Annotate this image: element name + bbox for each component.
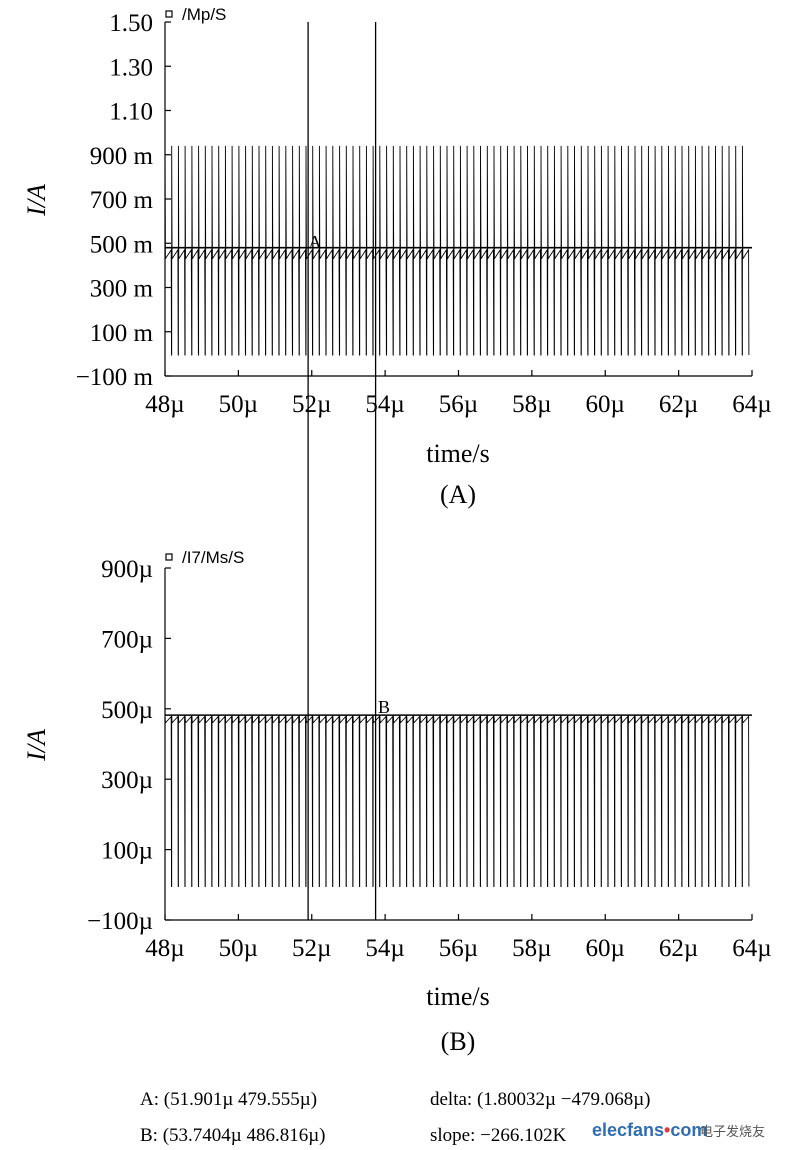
x-tick-label: 52µ	[292, 391, 331, 418]
cursor-layer	[307, 22, 377, 920]
y-tick-label: −100µ	[87, 908, 153, 935]
chart-panel-b: /I7/Ms/S I/A time/s (B) B −100µ 100µ 300µ 5…	[22, 548, 772, 1056]
caption-b: (B)	[441, 1027, 476, 1056]
x-tick-label: 64µ	[732, 391, 771, 418]
watermark-logo: elecfans•com 电子发烧友	[592, 1120, 765, 1140]
signal-swatch-a	[165, 10, 173, 18]
signal-label-a: /Mp/S	[182, 5, 226, 24]
y-tick-label: 300µ	[101, 767, 153, 794]
x-tick-label: 62µ	[659, 391, 698, 418]
y-tick-label: 1.30	[109, 54, 153, 81]
readout-delta: delta: (1.80032µ −479.068µ)	[430, 1089, 650, 1110]
x-tick-label: 60µ	[586, 391, 625, 418]
caption-a: (A)	[440, 480, 476, 509]
y-tick-label: 100 m	[90, 320, 154, 347]
readout-b: B: (53.7404µ 486.816µ)	[140, 1125, 326, 1146]
cursor-readout: A: (51.901µ 479.555µ) B: (53.7404µ 486.8…	[140, 1089, 650, 1146]
x-tick-label: 64µ	[732, 935, 771, 962]
x-axis-label-a: time/s	[426, 439, 490, 468]
y-tick-label: 100µ	[101, 838, 153, 865]
watermark-cn: 电子发烧友	[700, 1124, 765, 1140]
x-tick-label: 58µ	[512, 391, 551, 418]
x-tick-label: 56µ	[439, 935, 478, 962]
y-axis-label-a: I/A	[22, 184, 51, 217]
watermark-com: com	[670, 1120, 707, 1140]
x-tick-label: 50µ	[219, 391, 258, 418]
x-tick-label: 62µ	[659, 935, 698, 962]
watermark-brand: elecfans	[592, 1120, 664, 1140]
x-tick-label: 58µ	[512, 935, 551, 962]
y-tick-label: 1.50	[109, 10, 153, 37]
readout-a: A: (51.901µ 479.555µ)	[140, 1089, 317, 1110]
y-tick-label: 900µ	[101, 556, 153, 583]
y-tick-label: 700 m	[90, 187, 154, 214]
waveform-series	[164, 145, 750, 356]
y-axis-label-b: I/A	[22, 729, 51, 762]
svg-text:elecfans•com: elecfans•com	[592, 1120, 707, 1140]
x-tick-label: 56µ	[439, 391, 478, 418]
y-tick-label: 1.10	[109, 99, 153, 126]
x-tick-label: 48µ	[145, 935, 184, 962]
y-tick-label: 500 m	[90, 231, 154, 258]
x-tick-label: 48µ	[145, 391, 184, 418]
waveform-series	[164, 715, 750, 888]
y-tick-label: −100 m	[76, 364, 154, 391]
x-tick-label: 54µ	[365, 935, 404, 962]
readout-slope: slope: −266.102K	[430, 1125, 567, 1146]
y-tick-label: 900 m	[90, 143, 154, 170]
y-tick-label: 300 m	[90, 276, 154, 303]
signal-swatch-b	[165, 553, 173, 561]
signal-label-b: /I7/Ms/S	[182, 548, 244, 567]
x-tick-label: 50µ	[219, 935, 258, 962]
y-tick-label: 500µ	[101, 697, 153, 724]
x-axis-label-b: time/s	[426, 982, 490, 1011]
x-tick-label: 52µ	[292, 935, 331, 962]
x-tick-label: 60µ	[586, 935, 625, 962]
watermark-dot: •	[664, 1120, 670, 1140]
y-tick-label: 700µ	[101, 626, 153, 653]
x-tick-label: 54µ	[365, 391, 404, 418]
marker-label-b: B	[378, 697, 390, 717]
